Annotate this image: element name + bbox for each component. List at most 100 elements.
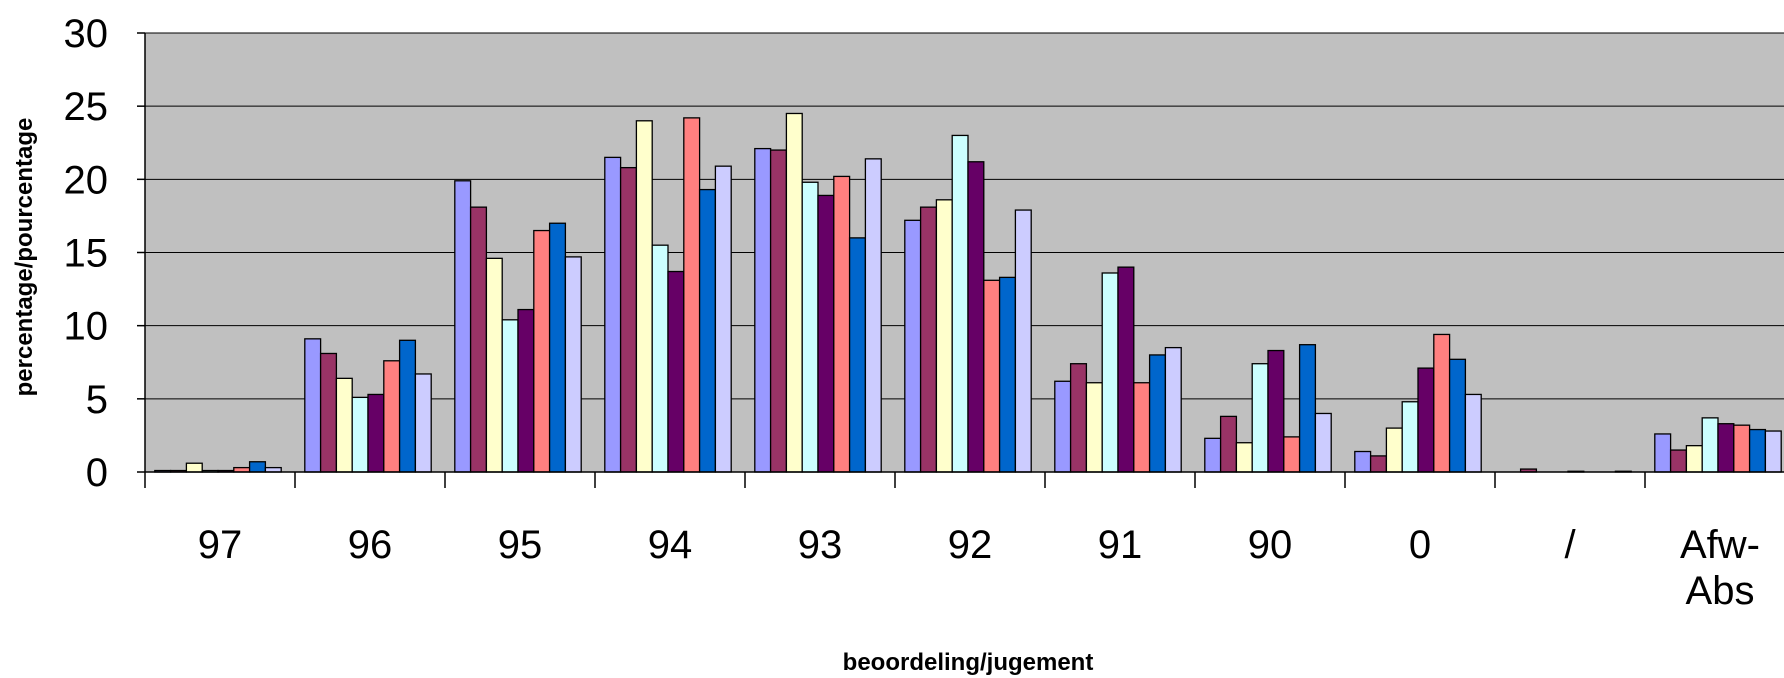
bar <box>414 373 432 473</box>
bar <box>619 166 638 473</box>
bar <box>1117 266 1135 473</box>
bar <box>367 393 385 473</box>
bar <box>683 117 701 473</box>
bar <box>1133 382 1151 473</box>
bar <box>714 165 732 473</box>
bar <box>1014 209 1032 473</box>
bar <box>1733 424 1751 473</box>
bar <box>469 206 488 473</box>
bar <box>651 244 669 473</box>
bar <box>1054 380 1072 473</box>
bar <box>1654 433 1672 473</box>
bar <box>1669 449 1688 473</box>
y-tick-label: 30 <box>64 12 109 56</box>
bar <box>604 156 622 473</box>
bar <box>1298 344 1317 473</box>
bar <box>1748 428 1767 473</box>
y-tick-label: 25 <box>64 85 109 129</box>
bar <box>817 194 835 473</box>
bar <box>1267 349 1285 473</box>
x-tick-labels: 97 96 95 94 93 92 91 90 0 / Afw-Abs <box>198 523 1760 613</box>
bar <box>998 276 1017 473</box>
bar <box>1251 363 1269 473</box>
bar <box>667 270 685 473</box>
bar <box>398 339 417 473</box>
bar <box>833 175 851 473</box>
bar <box>951 134 969 473</box>
bar <box>351 396 369 473</box>
bar <box>801 181 819 473</box>
bar <box>1219 415 1238 473</box>
x-tick-label: 94 <box>648 523 693 567</box>
bar <box>335 377 353 473</box>
bar <box>185 462 203 473</box>
bar <box>848 237 867 473</box>
bar <box>1085 382 1103 473</box>
bar <box>935 199 953 473</box>
bar <box>785 112 803 473</box>
bar <box>1283 436 1301 473</box>
bar <box>548 222 567 473</box>
bar <box>1204 437 1222 473</box>
bar <box>485 257 503 473</box>
x-tick-label: 96 <box>348 523 393 567</box>
bar <box>904 219 922 473</box>
x-tick-label: 90 <box>1248 523 1293 567</box>
bar <box>1764 430 1782 473</box>
axes <box>137 32 1784 488</box>
bar <box>769 149 788 473</box>
bar <box>1101 272 1119 473</box>
bar <box>1701 417 1719 473</box>
bar <box>383 360 401 473</box>
bar <box>754 147 772 473</box>
bar <box>983 279 1001 473</box>
y-tick-labels: 0 5 10 15 20 25 30 <box>64 12 109 495</box>
y-tick-label: 15 <box>64 232 109 276</box>
bar <box>304 338 322 473</box>
bar <box>1433 333 1451 473</box>
bar <box>1448 358 1467 473</box>
bar <box>501 319 519 473</box>
bar <box>1717 423 1735 473</box>
bar <box>1069 363 1088 473</box>
bar <box>1314 412 1332 473</box>
bar <box>1401 401 1419 473</box>
bar <box>454 180 472 473</box>
bar <box>1385 427 1403 473</box>
bar <box>967 161 985 473</box>
x-tick-label: 97 <box>198 523 243 567</box>
bar <box>919 206 938 473</box>
x-tick-label: 93 <box>798 523 843 567</box>
bar <box>319 352 338 473</box>
x-tick-label: / <box>1564 523 1576 567</box>
x-tick-label: 0 <box>1409 523 1431 567</box>
x-tick-label: 95 <box>498 523 543 567</box>
bar <box>1369 455 1388 473</box>
bar <box>1164 346 1182 473</box>
bar <box>635 120 653 473</box>
bar <box>517 308 535 473</box>
y-tick-label: 5 <box>86 378 108 422</box>
bars <box>154 112 1782 473</box>
bar <box>564 256 582 473</box>
x-axis-title: beoordeling/jugement <box>843 649 1094 676</box>
bar <box>248 461 267 473</box>
y-tick-label: 20 <box>64 158 109 202</box>
bar <box>1235 442 1253 473</box>
y-tick-label: 0 <box>86 451 108 495</box>
x-tick-label: 92 <box>948 523 993 567</box>
y-tick-label: 10 <box>64 305 109 349</box>
bar <box>1148 354 1167 473</box>
x-tick-label: 91 <box>1098 523 1143 567</box>
bar <box>533 229 551 473</box>
bar <box>1464 393 1482 473</box>
bar <box>698 188 717 473</box>
bar <box>1354 450 1372 473</box>
bar <box>1685 445 1703 473</box>
bar <box>1417 367 1435 473</box>
y-axis-title: percentage/pourcentage <box>11 118 38 397</box>
x-tick-label: Afw-Abs <box>1680 523 1760 613</box>
bar <box>864 158 882 473</box>
